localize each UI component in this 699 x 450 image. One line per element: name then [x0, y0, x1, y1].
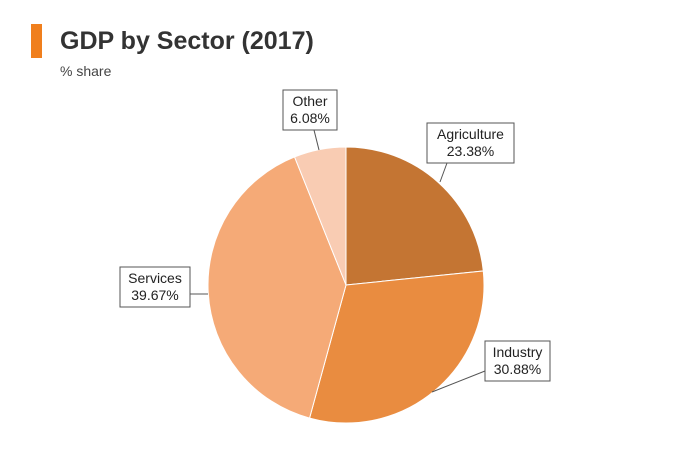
label-name-agriculture: Agriculture — [437, 126, 504, 142]
label-box-other — [282, 89, 338, 131]
leader-line-industry — [431, 370, 486, 393]
label-value-services: 39.67% — [131, 287, 178, 303]
pie-labels: Agriculture23.38%Industry30.88%Services3… — [119, 89, 551, 393]
pie-slice-services — [207, 156, 347, 419]
pie-slice-other — [293, 146, 347, 286]
label-value-other: 6.08% — [290, 110, 330, 126]
title-accent-bar — [31, 24, 42, 58]
pie-slices — [207, 146, 485, 424]
label-name-other: Other — [292, 93, 327, 109]
chart-title: GDP by Sector (2017) — [60, 27, 314, 55]
pie-slice-agriculture — [345, 146, 484, 286]
label-value-agriculture: 23.38% — [447, 143, 494, 159]
label-box-agriculture — [426, 122, 515, 164]
label-name-industry: Industry — [493, 344, 543, 360]
label-box-services — [119, 266, 191, 308]
label-box-industry — [484, 340, 551, 382]
label-value-industry: 30.88% — [494, 361, 541, 377]
label-name-services: Services — [128, 270, 182, 286]
leader-line-agriculture — [439, 162, 448, 183]
chart-subtitle: % share — [60, 63, 112, 79]
leader-line-other — [313, 129, 320, 151]
